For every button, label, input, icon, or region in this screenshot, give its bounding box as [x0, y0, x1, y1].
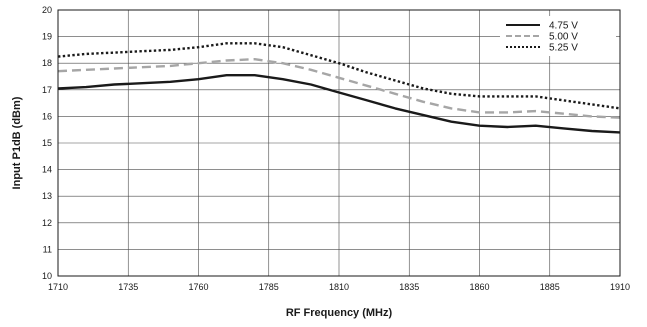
legend-label: 5.25 V: [549, 43, 578, 54]
y-tick-label: 11: [43, 244, 52, 254]
y-tick-label: 19: [42, 32, 52, 42]
series-line-0: [57, 73, 621, 134]
x-tick-label: 1910: [610, 282, 630, 292]
series-line-1: [57, 58, 621, 119]
series-line-2: [57, 42, 621, 110]
x-tick-label: 1885: [540, 282, 560, 292]
x-tick-label: 1760: [188, 282, 208, 292]
y-tick-label: 18: [42, 58, 52, 68]
legend-label: 5.00 V: [549, 32, 578, 43]
y-tick-labels: 10 11 12 13 14 15 16 17 18 19 20: [42, 5, 52, 281]
y-tick-label: 17: [42, 85, 52, 95]
y-axis-title: Input P1dB (dBm): [11, 96, 23, 189]
x-tick-label: 1860: [469, 282, 489, 292]
x-tick-labels: 1710 1735 1760 1785 1810 1835 1860 1885 1910: [48, 282, 630, 292]
x-tick-label: 1735: [118, 282, 138, 292]
y-tick-label: 13: [42, 191, 52, 201]
legend-label: 4.75 V: [549, 21, 578, 32]
y-tick-label: 20: [42, 5, 52, 15]
x-tick-label: 1810: [329, 282, 349, 292]
y-tick-label: 15: [42, 138, 52, 148]
x-tick-label: 1835: [399, 282, 419, 292]
x-tick-label: 1710: [48, 282, 68, 292]
legend: 4.75 V5.00 V5.25 V: [500, 16, 616, 56]
x-axis-title: RF Frequency (MHz): [286, 307, 393, 319]
y-tick-label: 16: [42, 111, 52, 121]
y-tick-label: 12: [42, 218, 52, 228]
series-lines: [57, 42, 621, 134]
y-tick-label: 10: [42, 271, 52, 281]
x-tick-label: 1785: [259, 282, 279, 292]
plot-frame: [57, 9, 621, 277]
y-tick-label: 14: [42, 165, 52, 175]
